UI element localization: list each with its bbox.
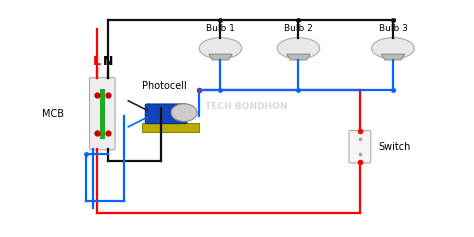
Text: N: N [103, 55, 113, 68]
Text: L: L [92, 55, 100, 68]
Polygon shape [209, 54, 232, 60]
Text: Bulb 1: Bulb 1 [206, 24, 235, 33]
Text: Bulb 3: Bulb 3 [379, 24, 407, 33]
FancyBboxPatch shape [146, 104, 187, 123]
FancyBboxPatch shape [349, 131, 371, 163]
Circle shape [199, 38, 242, 59]
Text: TECH BONDHON: TECH BONDHON [205, 102, 288, 111]
Text: Photocell: Photocell [143, 81, 187, 91]
FancyBboxPatch shape [100, 89, 105, 139]
FancyBboxPatch shape [90, 78, 115, 150]
Text: Switch: Switch [378, 142, 410, 152]
Ellipse shape [171, 104, 197, 121]
Polygon shape [287, 54, 310, 60]
FancyBboxPatch shape [143, 123, 199, 132]
Circle shape [277, 38, 319, 59]
Circle shape [372, 38, 414, 59]
Text: Bulb 2: Bulb 2 [284, 24, 313, 33]
Text: MCB: MCB [42, 109, 64, 119]
Polygon shape [381, 54, 405, 60]
